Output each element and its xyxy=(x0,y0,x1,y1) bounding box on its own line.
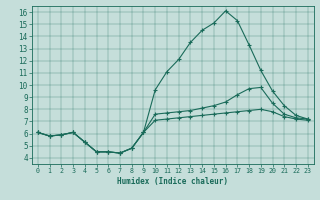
X-axis label: Humidex (Indice chaleur): Humidex (Indice chaleur) xyxy=(117,177,228,186)
